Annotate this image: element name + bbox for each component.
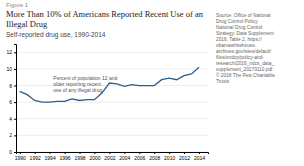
x-tick-label: 1990 xyxy=(15,155,26,161)
x-tick-label: 2004 xyxy=(119,155,130,161)
x-tick-label: 2008 xyxy=(149,155,160,161)
figure-label: Figure 1 xyxy=(6,2,29,8)
x-tick: 2008 xyxy=(149,152,160,161)
subtitle: Self-reported drug use, 1990-2014 xyxy=(6,31,106,39)
x-tick-label: 1998 xyxy=(74,155,85,161)
y-tick: 10 xyxy=(6,66,16,72)
grid xyxy=(16,52,208,152)
y-tick-mark xyxy=(14,135,16,136)
y-tick: 8 xyxy=(9,83,16,89)
x-tick-label: 2006 xyxy=(134,155,145,161)
y-tick: 6 xyxy=(9,99,16,105)
grid-line xyxy=(16,118,208,119)
x-tick: 2000 xyxy=(89,152,100,161)
x-tick-label: 2002 xyxy=(104,155,115,161)
y-tick-label: 10 xyxy=(6,66,12,72)
y-axis: 0 2 4 6 8 10 12 xyxy=(6,45,16,156)
y-tick-mark xyxy=(14,52,16,53)
y-tick-mark xyxy=(14,102,16,103)
x-tick-label: 2010 xyxy=(164,155,175,161)
x-tick: 2002 xyxy=(104,152,115,161)
x-tick: 2010 xyxy=(164,152,175,161)
y-tick-label: 12 xyxy=(6,49,12,55)
x-tick-label: 2000 xyxy=(89,155,100,161)
x-tick: 2012 xyxy=(179,152,190,161)
y-tick-mark xyxy=(14,86,16,87)
grid-line xyxy=(16,85,208,86)
y-tick: 0 xyxy=(9,149,16,155)
x-tick: 1994 xyxy=(45,152,56,161)
x-tick-label: 2014 xyxy=(194,155,205,161)
y-tick: 4 xyxy=(9,116,16,122)
y-tick-label: 8 xyxy=(9,83,12,89)
y-tick-label: 4 xyxy=(9,116,12,122)
y-tick-label: 6 xyxy=(9,99,12,105)
y-axis-line xyxy=(14,45,17,153)
y-tick-label: 0 xyxy=(9,149,12,155)
y-tick-mark xyxy=(14,152,16,153)
grid-line xyxy=(16,135,208,136)
title: More Than 10% of Americans Reported Rece… xyxy=(6,9,204,29)
x-tick-label: 2012 xyxy=(179,155,190,161)
x-axis: 1990 1992 19941996 1998 2000 2002 2004 2006 2008… xyxy=(15,152,209,161)
chart-svg: Figure 1More Than 10% of Americans Repor… xyxy=(0,0,304,166)
x-tick: 1998 xyxy=(74,152,85,161)
grid-line xyxy=(16,68,208,69)
y-tick-label: 2 xyxy=(9,132,12,138)
y-tick-mark xyxy=(14,119,16,120)
x-tick: 1990 xyxy=(15,152,26,161)
y-tick: 12 xyxy=(6,49,16,55)
annotation: Percent of population 12 andolder report… xyxy=(53,75,117,93)
x-tick-label: 1996 xyxy=(59,155,70,161)
y-tick: 2 xyxy=(9,132,16,138)
plot-area xyxy=(20,67,199,102)
data-line xyxy=(20,67,199,102)
grid-line xyxy=(16,52,208,53)
x-tick: 1996 xyxy=(59,152,70,161)
x-tick: 2014 xyxy=(194,152,205,161)
chart-container: Figure 1More Than 10% of Americans Repor… xyxy=(0,0,304,166)
x-tick: 2006 xyxy=(134,152,145,161)
x-tick-label: 1994 xyxy=(45,155,56,161)
x-tick: 1992 xyxy=(30,152,41,161)
y-tick-mark xyxy=(14,69,16,70)
x-tick-label: 1992 xyxy=(30,155,41,161)
source: Source: Office of NationalDrug Control P… xyxy=(216,13,275,84)
x-tick: 2004 xyxy=(119,152,130,161)
